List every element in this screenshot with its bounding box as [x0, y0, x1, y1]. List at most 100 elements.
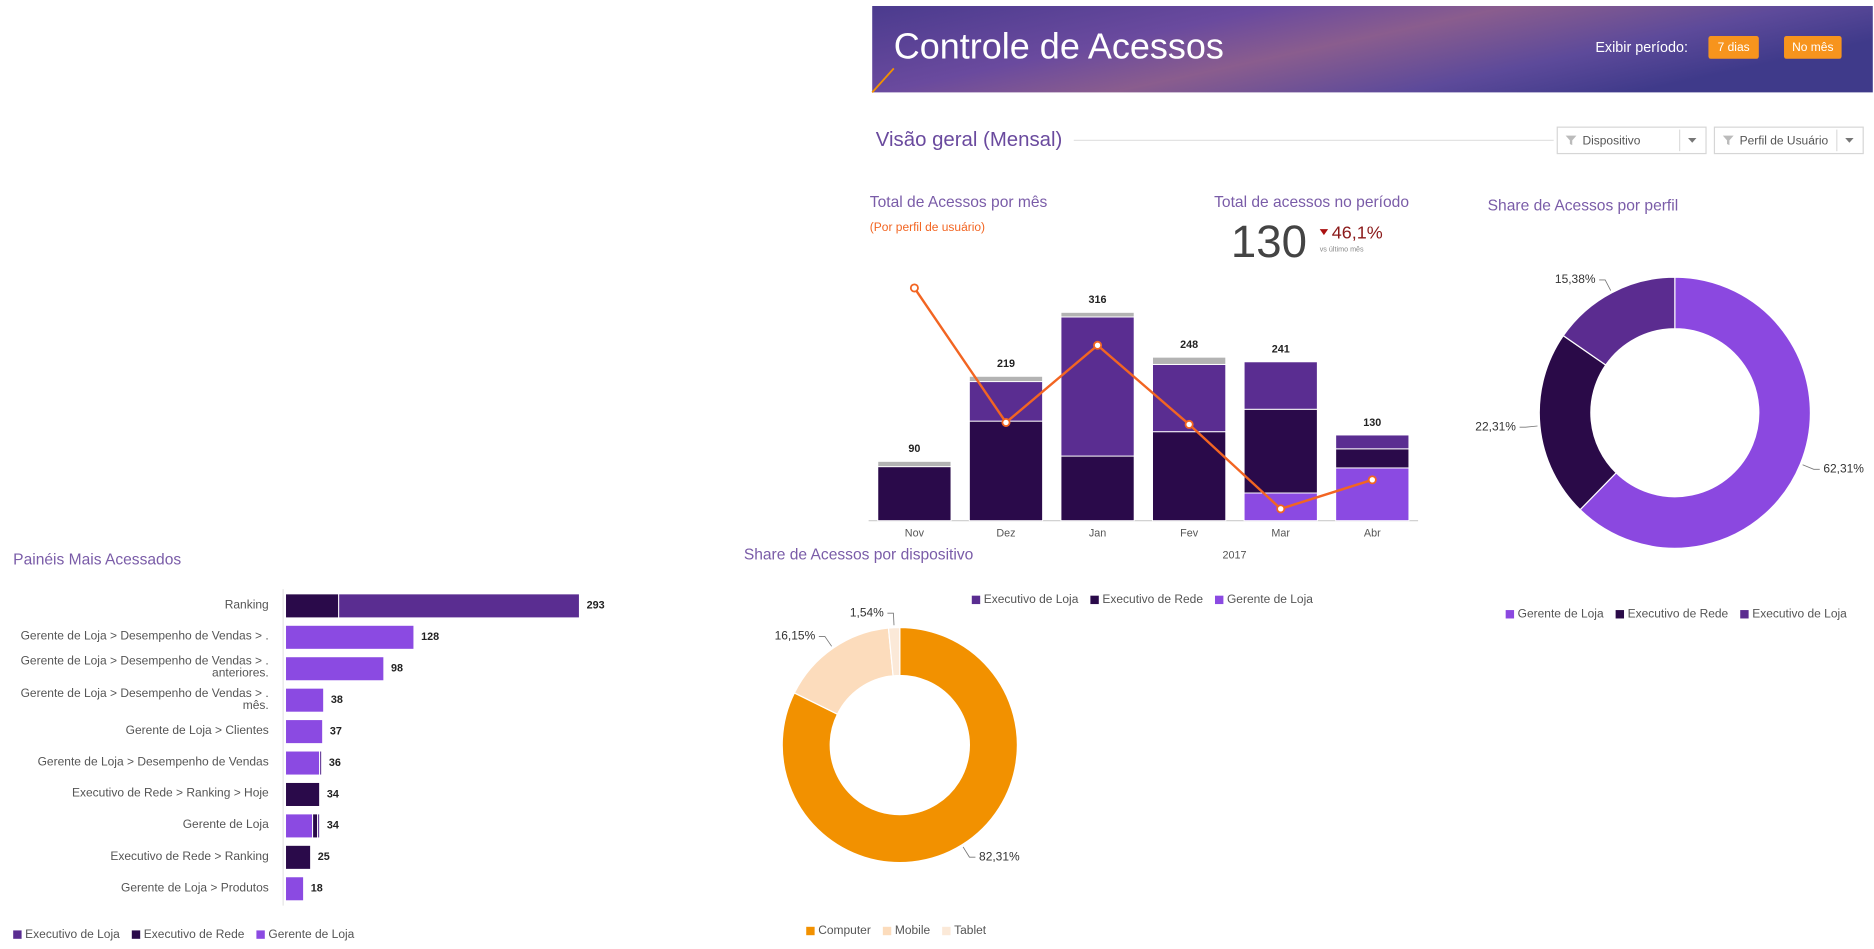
slice-label: 82,31% [979, 849, 1020, 863]
legend-swatch [882, 926, 892, 936]
donut-slice [1579, 276, 1812, 549]
legend-label: Executivo de Rede [1102, 592, 1203, 606]
legend-label: Computer [818, 923, 871, 937]
slice-label: 16,15% [775, 629, 816, 643]
bar-total-label: 34 [327, 788, 339, 800]
legend-label: Executivo de Loja [25, 927, 120, 941]
bar-segment [1060, 455, 1135, 522]
bar-total-label: 293 [587, 600, 605, 612]
section-title: Visão geral (Mensal) [876, 129, 1062, 151]
y-tick-label: Gerente de Loja > Desempenho de Vendas >… [20, 655, 269, 681]
y-tick-label: Gerente de Loja > Desempenho de Vendas >… [20, 630, 269, 644]
chart-title: Total de Acessos por mês [870, 194, 1048, 211]
line-series [913, 287, 1373, 511]
legend-swatch [942, 926, 951, 936]
y-tick-label: Gerente de Loja > Produtos [121, 881, 269, 895]
bar-segment [285, 656, 385, 682]
filter-icon [1565, 135, 1577, 146]
legend-swatch [1615, 610, 1625, 619]
slice-label: 1,54% [850, 605, 884, 619]
bar-segment [877, 460, 952, 468]
bar-segment [285, 844, 312, 870]
legend-swatch [256, 930, 265, 939]
bar-total-label: 241 [1272, 344, 1290, 356]
banner-accent [871, 67, 895, 93]
bar-segment [1243, 408, 1318, 494]
kpi-title: Total de acessos no período [1214, 194, 1409, 211]
bar-segment [968, 420, 1044, 522]
donut-slice [887, 626, 901, 677]
bar-segment [1335, 448, 1410, 469]
chart-title: Share de Acessos por dispositivo [744, 547, 974, 564]
label-leader [1519, 425, 1538, 428]
legend-label: Gerente de Loja [1227, 592, 1313, 606]
label-leader [818, 636, 832, 647]
bar-total-label: 130 [1363, 417, 1381, 429]
filter-dropdown[interactable] [1713, 126, 1864, 155]
label-leader [1802, 464, 1820, 470]
bar-total-label: 90 [908, 443, 920, 455]
filter-arrow[interactable] [1688, 137, 1697, 143]
x-axis-label: 2017 [1223, 549, 1247, 561]
legend-label: Tablet [954, 923, 987, 937]
label-leader [887, 612, 895, 626]
chart-title: Painéis Mais Acessados [13, 551, 181, 568]
legend-swatch [1214, 595, 1224, 605]
period-button-label[interactable]: 7 dias [1718, 40, 1750, 54]
bar-segment [285, 813, 314, 839]
chart-title: Share de Acessos por perfil [1488, 197, 1679, 214]
legend-swatch [131, 930, 141, 939]
period-button[interactable] [1784, 35, 1842, 59]
line-point [1367, 475, 1377, 485]
legend-swatch [806, 926, 815, 936]
legend-label: Executivo de Rede [144, 927, 245, 941]
legend-label: Gerente de Loja [1518, 606, 1604, 620]
line-point [1184, 419, 1194, 429]
filter-dropdown[interactable] [1556, 126, 1707, 155]
line-point [1001, 417, 1011, 427]
y-tick-label: Gerente de Loja > Desempenho de Vendas >… [20, 686, 269, 713]
period-label: Exibir período: [1595, 40, 1688, 56]
filter-label[interactable]: Dispositivo [1582, 134, 1640, 148]
legend-swatch [13, 930, 22, 939]
page-title: Controle de Acessos [894, 26, 1224, 67]
slice-label: 22,31% [1475, 419, 1516, 433]
label-leader [962, 846, 976, 858]
bar-segment [285, 750, 321, 776]
kpi-change: 46,1% [1332, 223, 1383, 243]
filter-arrow[interactable] [1845, 137, 1854, 143]
bar-segment [338, 593, 580, 619]
bar-segment [877, 466, 952, 522]
filter-label[interactable]: Perfil de Usuário [1740, 134, 1829, 148]
bar-total-label: 34 [327, 820, 339, 832]
bar-segment [1335, 434, 1410, 450]
bar-total-label: 36 [329, 757, 341, 769]
x-tick-label: Nov [905, 528, 925, 540]
line-point [1276, 504, 1286, 514]
legend-label: Gerente de Loja [268, 927, 354, 941]
line-point [1093, 340, 1103, 350]
bar-segment [285, 719, 324, 745]
bar-segment [285, 624, 415, 650]
bar-total-label: 248 [1180, 339, 1198, 351]
legend-swatch [1090, 595, 1099, 605]
bar-segment [285, 781, 321, 807]
y-tick-label: Gerente de Loja [182, 818, 269, 832]
donut-slice [781, 626, 1018, 864]
bar-total-label: 25 [318, 851, 330, 863]
x-tick-label: Dez [996, 528, 1015, 540]
bar-total-label: 18 [311, 883, 323, 895]
legend-label: Executivo de Rede [1628, 606, 1729, 620]
legend-label: Executivo de Loja [984, 592, 1079, 606]
y-tick-label: Gerente de Loja > Desempenho de Vendas [37, 755, 269, 770]
bar-segment [1243, 361, 1318, 410]
period-button-label[interactable]: No mês [1792, 40, 1833, 54]
y-tick-label: Executivo de Rede > Ranking > Hoje [71, 787, 269, 801]
bar-segment [285, 876, 305, 902]
slice-label: 15,38% [1555, 272, 1596, 286]
bar-total-label: 98 [391, 663, 403, 675]
bar-segment [312, 813, 319, 839]
period-button[interactable] [1708, 35, 1759, 59]
bar-total-label: 38 [331, 694, 343, 706]
